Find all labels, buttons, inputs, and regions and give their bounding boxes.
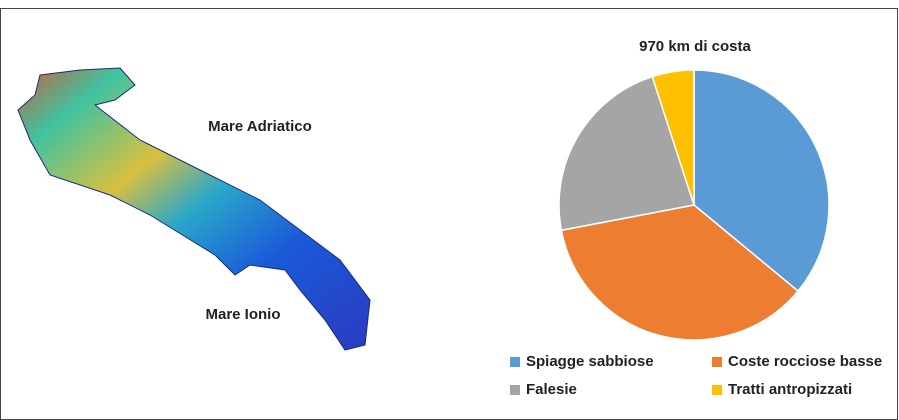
map-label: Mare Ionio [205,306,280,323]
legend-swatch [510,357,520,367]
map-label: Mare Adriatico [208,118,312,135]
legend-swatch [712,357,722,367]
legend-label: Falesie [526,381,577,398]
legend-swatch [510,385,520,395]
legend-swatch [712,385,722,395]
chart-title: 970 km di costa [639,38,751,55]
legend-label: Spiagge sabbiose [526,353,654,370]
figure: Mare Adriatico Mare Ionio 970 km di cost… [0,0,899,420]
legend-label: Coste rocciose basse [728,353,882,370]
map-shape [18,68,370,350]
legend-label: Tratti antropizzati [728,381,852,398]
page: Mare Adriatico Mare Ionio 970 km di cost… [0,0,899,420]
